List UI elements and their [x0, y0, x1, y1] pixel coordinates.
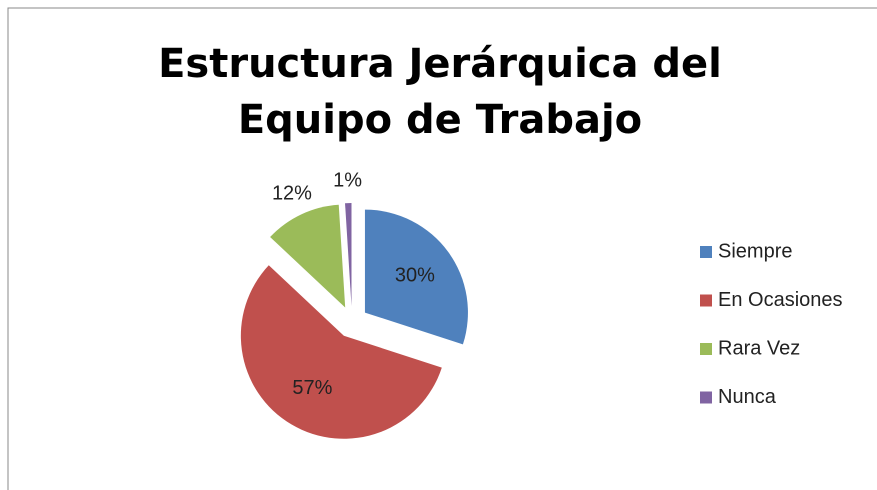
- pie-slice: [270, 204, 346, 308]
- chart-title: Estructura Jerárquica del Equipo de Trab…: [158, 41, 722, 143]
- data-label: 1%: [333, 169, 362, 191]
- pie-slice: [345, 203, 352, 307]
- legend-swatch: [700, 246, 712, 258]
- legend-label: En Ocasiones: [718, 289, 843, 311]
- legend-swatch: [700, 343, 712, 355]
- data-label: 57%: [292, 377, 332, 399]
- legend-label: Siempre: [718, 240, 792, 262]
- legend-swatch: [700, 294, 712, 307]
- chart-frame: [7, 7, 877, 490]
- data-label: 30%: [395, 265, 435, 287]
- legend-swatch: [700, 391, 712, 404]
- data-label: 12%: [272, 183, 312, 205]
- pie-slice: [364, 209, 468, 345]
- legend-label: Nunca: [718, 386, 777, 408]
- pie-slice: [240, 265, 442, 439]
- legend-label: Rara Vez: [718, 337, 800, 359]
